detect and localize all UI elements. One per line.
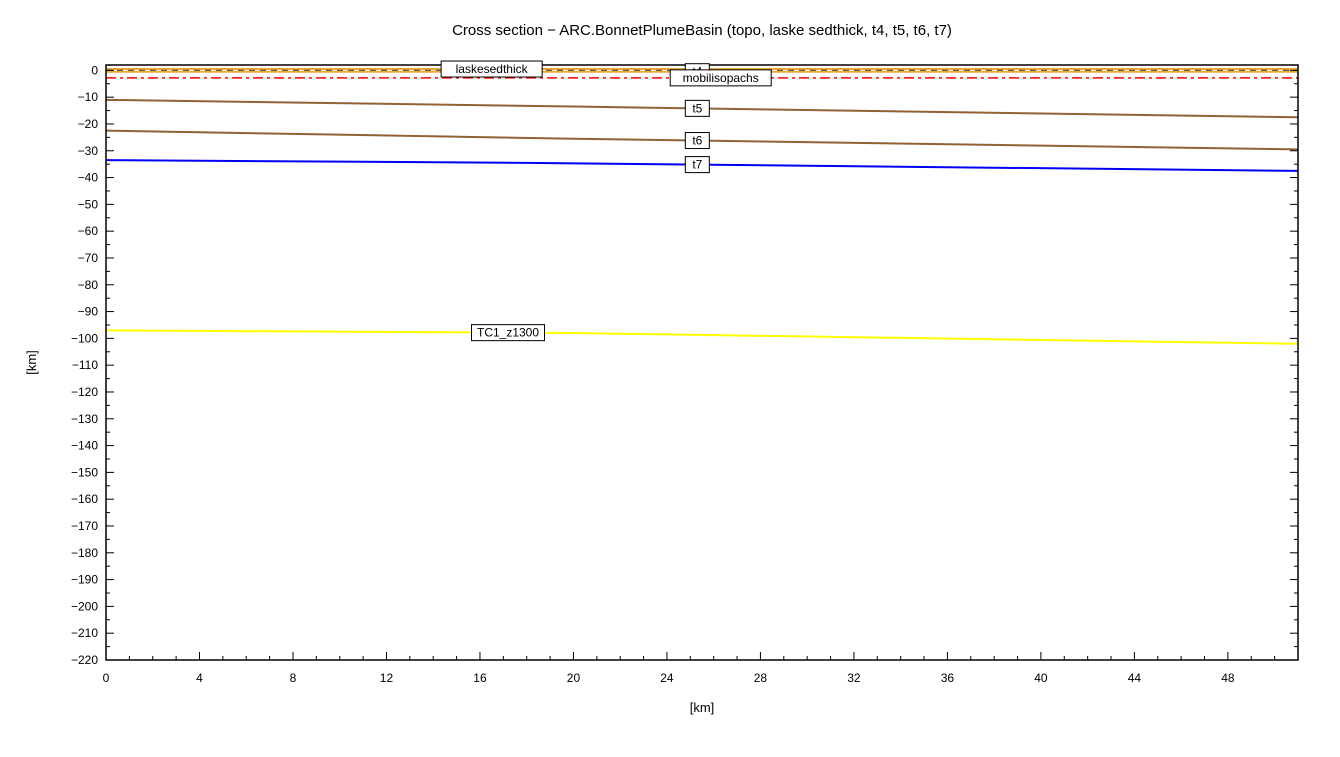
xtick-label: 24: [660, 671, 674, 685]
xtick-label: 0: [103, 671, 110, 685]
ytick-label: −70: [78, 251, 99, 265]
ytick-label: −150: [71, 465, 98, 479]
ytick-label: −60: [78, 224, 99, 238]
ytick-label: −40: [78, 171, 99, 185]
xtick-label: 32: [847, 671, 861, 685]
xtick-label: 4: [196, 671, 203, 685]
ytick-label: −220: [71, 653, 98, 667]
series-label-topo: laskesedthick: [456, 62, 529, 76]
xtick-label: 12: [380, 671, 394, 685]
series-label-TC1_z1300: TC1_z1300: [477, 326, 539, 340]
ytick-label: −140: [71, 439, 98, 453]
xtick-label: 28: [754, 671, 768, 685]
ytick-label: −110: [72, 358, 98, 372]
y-axis-label: [km]: [24, 350, 39, 375]
ytick-label: −20: [78, 117, 99, 131]
cross-section-chart: Cross section − ARC.BonnetPlumeBasin (to…: [0, 0, 1340, 757]
ytick-label: −180: [71, 546, 98, 560]
xtick-label: 8: [290, 671, 297, 685]
ytick-label: −50: [78, 197, 99, 211]
series-label-t6: t6: [692, 134, 702, 148]
ytick-label: −130: [71, 412, 98, 426]
xtick-label: 36: [941, 671, 955, 685]
ytick-label: −30: [78, 144, 99, 158]
ytick-label: −160: [71, 492, 98, 506]
chart-container: Cross section − ARC.BonnetPlumeBasin (to…: [0, 0, 1340, 757]
xtick-label: 44: [1128, 671, 1142, 685]
ytick-label: −80: [78, 278, 99, 292]
ytick-label: −210: [71, 626, 98, 640]
xtick-label: 20: [567, 671, 581, 685]
x-axis-label: [km]: [690, 700, 715, 715]
ytick-label: −170: [71, 519, 98, 533]
ytick-label: −200: [71, 599, 98, 613]
ytick-label: 0: [91, 63, 98, 77]
xtick-label: 40: [1034, 671, 1048, 685]
ytick-label: −10: [78, 90, 99, 104]
ytick-label: −100: [71, 331, 98, 345]
xtick-label: 16: [473, 671, 487, 685]
series-label-t7: t7: [692, 158, 702, 172]
ytick-label: −120: [71, 385, 98, 399]
xtick-label: 48: [1221, 671, 1235, 685]
chart-title: Cross section − ARC.BonnetPlumeBasin (to…: [452, 22, 952, 39]
series-label-t5: t5: [692, 101, 702, 115]
ytick-label: −90: [78, 305, 99, 319]
series-label-mobilisopachs: mobilisopachs: [683, 71, 759, 85]
ytick-label: −190: [71, 573, 98, 587]
